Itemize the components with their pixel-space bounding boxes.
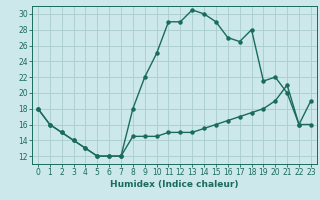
X-axis label: Humidex (Indice chaleur): Humidex (Indice chaleur): [110, 180, 239, 189]
